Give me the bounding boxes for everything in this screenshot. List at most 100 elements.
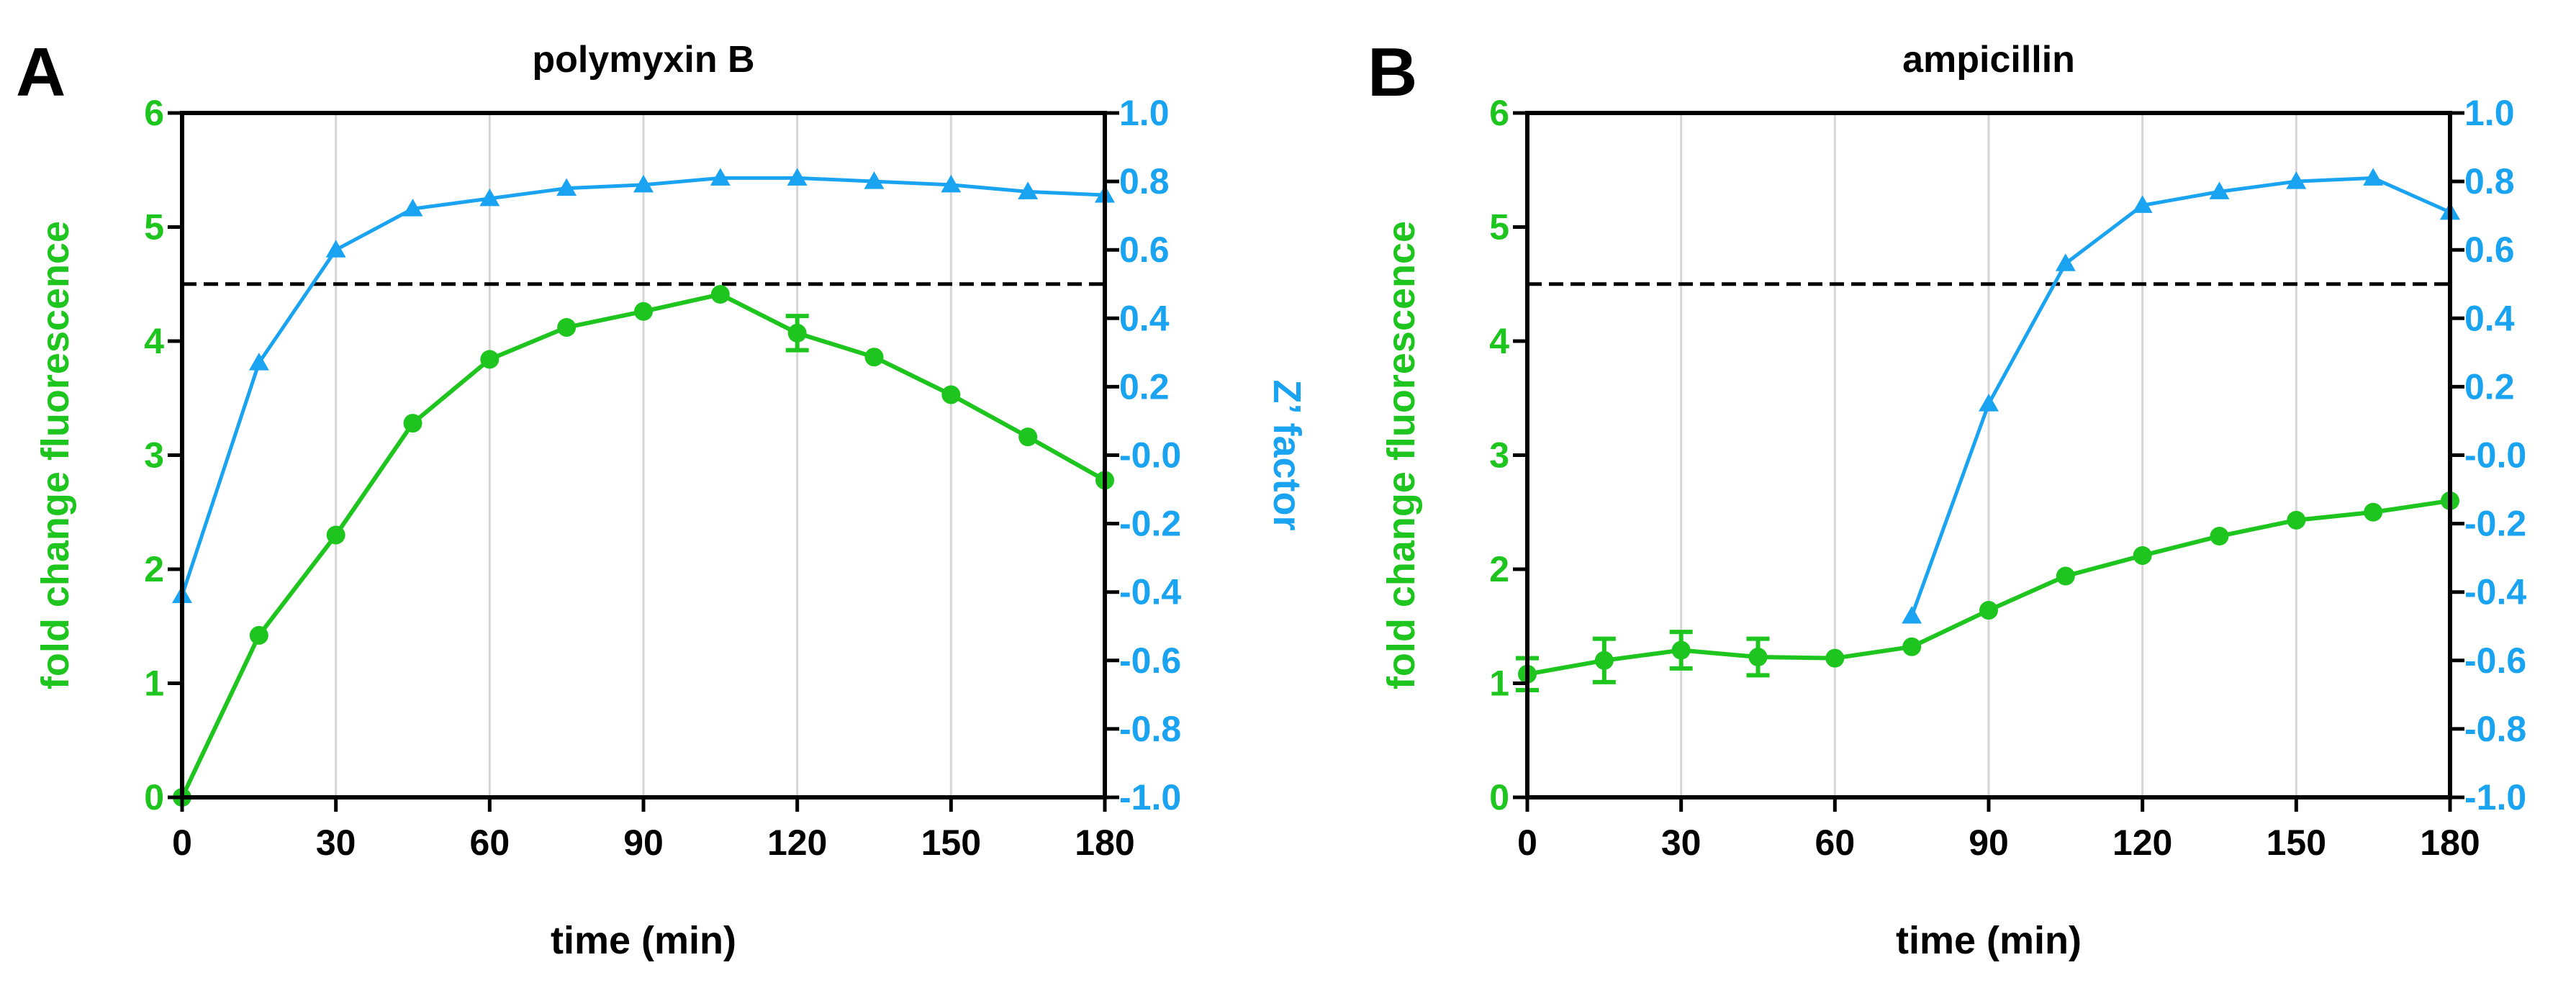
data-point-z-factor	[710, 168, 731, 186]
data-point-z-factor	[2209, 181, 2230, 199]
data-point-z-factor	[633, 174, 654, 193]
data-point-z-factor	[787, 168, 808, 186]
data-point-fluorescence	[2133, 545, 2152, 565]
x-tick-label: 180	[2420, 823, 2480, 863]
chart-title: ampicillin	[1902, 39, 2075, 81]
data-point-z-factor	[2055, 253, 2076, 271]
y-tick-label: 0	[1489, 777, 1509, 817]
data-point-fluorescence	[634, 302, 653, 321]
x-tick-label: 120	[767, 823, 827, 863]
data-point-z-factor	[325, 240, 346, 258]
x-tick-label: 90	[1969, 823, 2009, 863]
y2-tick-label: 0.6	[2464, 230, 2515, 270]
data-point-fluorescence	[2056, 566, 2075, 586]
data-point-fluorescence	[1902, 637, 1922, 656]
y2-tick-label: 0.8	[1119, 161, 1170, 201]
x-axis-label: time (min)	[1896, 919, 2082, 962]
x-tick-label: 0	[1517, 823, 1537, 863]
y-axis-label-left: fold change fluorescence	[34, 221, 77, 689]
data-point-fluorescence	[557, 317, 577, 337]
y2-tick-label: -0.6	[2464, 640, 2526, 681]
data-point-z-factor	[941, 174, 962, 193]
y2-tick-label: -0.4	[1119, 572, 1181, 612]
data-point-z-factor	[2286, 171, 2307, 189]
y-axis-label-left: fold change fluorescence	[1380, 221, 1423, 689]
y-tick-label: 5	[144, 207, 164, 248]
y-tick-label: 3	[1489, 435, 1509, 476]
data-point-z-factor	[1018, 181, 1039, 199]
data-point-z-factor	[1979, 394, 1999, 412]
data-point-fluorescence	[2364, 502, 2383, 522]
x-tick-label: 30	[316, 823, 356, 863]
y2-tick-label: 0.4	[1119, 298, 1170, 338]
series-line-z-factor	[1910, 176, 2451, 617]
x-tick-label: 120	[2112, 823, 2172, 863]
y-axis-label-right: Z’ factor	[1265, 379, 1309, 530]
data-point-fluorescence	[1671, 640, 1691, 660]
data-point-fluorescence	[710, 285, 730, 304]
data-point-z-factor	[479, 188, 500, 207]
y2-tick-label: -0.8	[2464, 709, 2526, 749]
y2-tick-label: -0.4	[2464, 572, 2526, 612]
y2-tick-label: 0.2	[1119, 366, 1170, 407]
y2-tick-label: 0.6	[1119, 230, 1170, 270]
y-tick-label: 0	[144, 777, 164, 817]
y2-tick-label: 0.8	[2464, 161, 2515, 201]
data-point-fluorescence	[1018, 427, 1038, 447]
x-tick-label: 90	[623, 823, 664, 863]
x-tick-label: 180	[1075, 823, 1134, 863]
data-point-fluorescence	[1979, 601, 1998, 620]
data-point-z-factor	[556, 178, 577, 196]
chart-title: polymyxin B	[532, 39, 754, 81]
y2-tick-label: -1.0	[2464, 777, 2526, 817]
y-tick-label: 3	[144, 435, 164, 476]
data-point-fluorescence	[787, 323, 807, 343]
x-tick-label: 60	[470, 823, 510, 863]
y2-tick-label: 1.0	[1119, 93, 1170, 133]
y2-tick-label: -0.2	[1119, 504, 1181, 544]
data-point-fluorescence	[941, 385, 961, 404]
data-point-fluorescence	[403, 414, 422, 433]
y-tick-label: 5	[1489, 207, 1509, 248]
x-tick-label: 150	[2267, 823, 2326, 863]
y2-tick-label: 0.4	[2464, 298, 2515, 338]
y2-tick-label: -0.0	[2464, 435, 2526, 476]
y-tick-label: 2	[1489, 549, 1509, 589]
x-tick-label: 30	[1661, 823, 1701, 863]
y-tick-label: 6	[144, 93, 164, 133]
y-tick-label: 4	[144, 321, 164, 361]
data-point-z-factor	[402, 199, 423, 217]
data-point-fluorescence	[480, 350, 500, 369]
panel-letter: B	[1368, 34, 1417, 111]
x-axis-label: time (min)	[551, 919, 736, 962]
data-point-fluorescence	[2210, 527, 2229, 546]
data-point-z-factor	[2363, 168, 2384, 186]
data-point-fluorescence	[249, 625, 268, 645]
x-tick-label: 0	[172, 823, 192, 863]
data-point-z-factor	[2132, 195, 2153, 213]
y-tick-label: 2	[144, 549, 164, 589]
y-tick-label: 4	[1489, 321, 1509, 361]
data-point-z-factor	[248, 353, 269, 371]
y-tick-label: 6	[1489, 93, 1509, 133]
data-point-fluorescence	[1748, 648, 1768, 667]
data-point-z-factor	[864, 171, 885, 189]
y2-tick-label: -0.0	[1119, 435, 1181, 476]
y2-tick-label: -0.6	[1119, 640, 1181, 681]
data-point-z-factor	[1902, 605, 1922, 624]
data-point-fluorescence	[1825, 648, 1845, 668]
data-point-fluorescence	[864, 348, 884, 367]
data-point-fluorescence	[326, 525, 345, 545]
x-tick-label: 60	[1815, 823, 1856, 863]
y2-tick-label: -0.2	[2464, 504, 2526, 544]
y2-tick-label: 1.0	[2464, 93, 2515, 133]
panel-letter: A	[16, 34, 65, 111]
data-point-fluorescence	[2287, 510, 2306, 530]
y2-tick-label: -1.0	[1119, 777, 1181, 817]
y2-tick-label: 0.2	[2464, 366, 2515, 407]
data-point-fluorescence	[1594, 651, 1614, 670]
y-tick-label: 1	[1489, 663, 1509, 704]
